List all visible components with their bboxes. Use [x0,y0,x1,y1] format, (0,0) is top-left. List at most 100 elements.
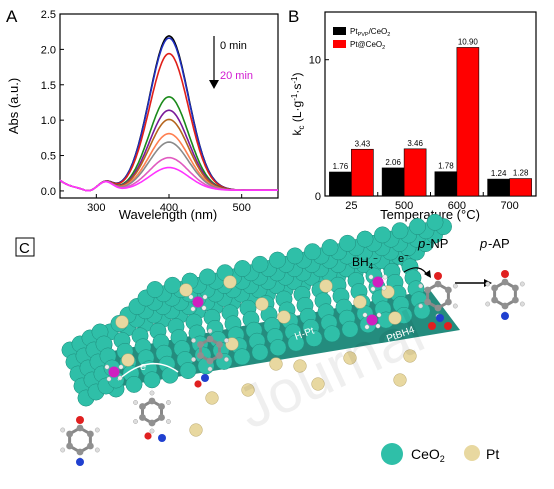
ceo2-sphere [391,222,409,240]
pap-ring [493,280,517,308]
panel-label-a: A [6,7,18,26]
pt-atom [241,383,255,397]
chart-a-series-line [59,166,278,192]
carbon-atom [148,419,156,427]
pt-atom [353,295,367,309]
hydrogen-atom [224,357,229,362]
pt-atom [293,359,307,373]
carbon-atom [197,352,204,359]
ceo2-sphere [199,268,216,286]
legend-label-ptceo2: Pt@CeO2 [350,40,385,51]
chart-a-ytick-label: 0.0 [41,186,56,198]
chart-a-ytick-label: 2.0 [41,44,56,56]
legend-swatch-ptpvp [333,27,346,35]
ceo2-sphere [251,255,269,273]
electron-transfer-arrowhead [424,270,431,278]
pap-ring-free [68,426,92,454]
pt-atom [121,353,135,367]
carbon-atom [139,414,146,421]
panel-label-b: B [288,7,299,26]
ceo2-sphere [286,247,304,265]
ceo2-sphere [269,251,286,269]
chart-b-bar-label: 1.76 [333,162,349,171]
chart-b-bar [403,148,427,197]
nitrogen-atom [436,314,444,322]
boron-atom [108,366,120,378]
chart-a-series-line [59,118,278,192]
hydrogen-atom [207,366,213,372]
ceo2-sphere [304,243,321,261]
oxygen-atom [434,272,442,280]
chart-b-bar [456,47,480,197]
pt-atom [393,373,407,387]
chart-a-series-line [59,156,278,192]
chart-a: 0.0 0.5 1.0 1.5 2.0 2.5 300 400 500 Wavelength (… [6,9,279,222]
oxygen-atom [144,432,152,440]
carbon-atom [434,280,442,288]
legend-ceo2-label: CeO2 [411,446,445,464]
ceo2-sphere [143,371,161,389]
carbon-atom [158,403,165,410]
ceo2-sphere [161,366,179,384]
chart-b-ytick-label: 0 [315,191,321,203]
oxygen-atom [76,416,84,424]
hydrogen-atom [381,285,387,291]
hydrogen-atom [202,294,208,300]
chart-b-bar [509,178,532,197]
chart-b-ylabel: kc (L·g-1·s-1) [290,73,306,136]
hydrogen-atom [60,447,66,453]
nitrogen-atom [201,374,209,382]
carbon-atom [501,278,509,286]
chart-a-series-line [59,141,278,192]
hydrogen-atom [418,283,424,289]
carbon-atom [511,296,519,304]
legend-label-ptpvp: PtPVP/CeO2 [350,27,390,38]
pt-atom [319,279,333,293]
legend-ceo2-sphere [381,443,403,465]
carbon-atom [424,286,432,294]
hydrogen-atom [519,301,525,307]
ceo2-sphere [233,348,251,366]
chart-b-bar [487,178,510,197]
hydrogen-atom [368,274,374,280]
annotation-20min: 20 min [220,70,253,82]
ceo2-sphere [125,375,143,393]
oxygen-atom [428,322,436,330]
annotation-0min: 0 min [220,40,247,52]
carbon-atom [491,284,499,292]
chart-b-bar-label: 3.43 [355,139,371,148]
chart-a-ytick-label: 2.5 [41,9,56,21]
carbon-atom [86,430,94,438]
ceo2-sphere [426,213,444,231]
hydrogen-atom [60,427,66,433]
chart-b-xtick-label: 600 [448,200,466,212]
hydrogen-atom [149,390,155,396]
pt-atom [343,351,357,365]
time-arrow-head [209,80,219,89]
pt-atom [189,423,203,437]
label-electron: e− [398,251,409,265]
carbon-atom [444,298,452,306]
chart-b-xlabel: Temperature (°C) [380,207,480,222]
chart-a-ytick-label: 1.0 [41,115,56,127]
chart-b-xtick-label: 700 [500,200,518,212]
hydrogen-atom [190,306,196,312]
chart-b-bar [329,171,352,197]
oxygen-atom [444,322,452,330]
ceo2-sphere [341,320,359,338]
pt-atom [205,391,219,405]
ceo2-sphere [356,230,374,248]
carbon-atom [86,442,94,450]
nitrogen-atom [158,434,166,442]
boron-atom [372,276,384,288]
chart-b-bar-label: 10.90 [458,37,479,46]
hydrogen-atom [364,324,370,330]
pt-atom [277,310,291,324]
hydrogen-atom [519,281,525,287]
hydrogen-atom [106,376,112,382]
carbon-atom [76,448,84,456]
carbon-atom [501,302,509,310]
chart-a-xtick-label: 500 [232,202,250,214]
chart-b-bar [351,148,374,197]
